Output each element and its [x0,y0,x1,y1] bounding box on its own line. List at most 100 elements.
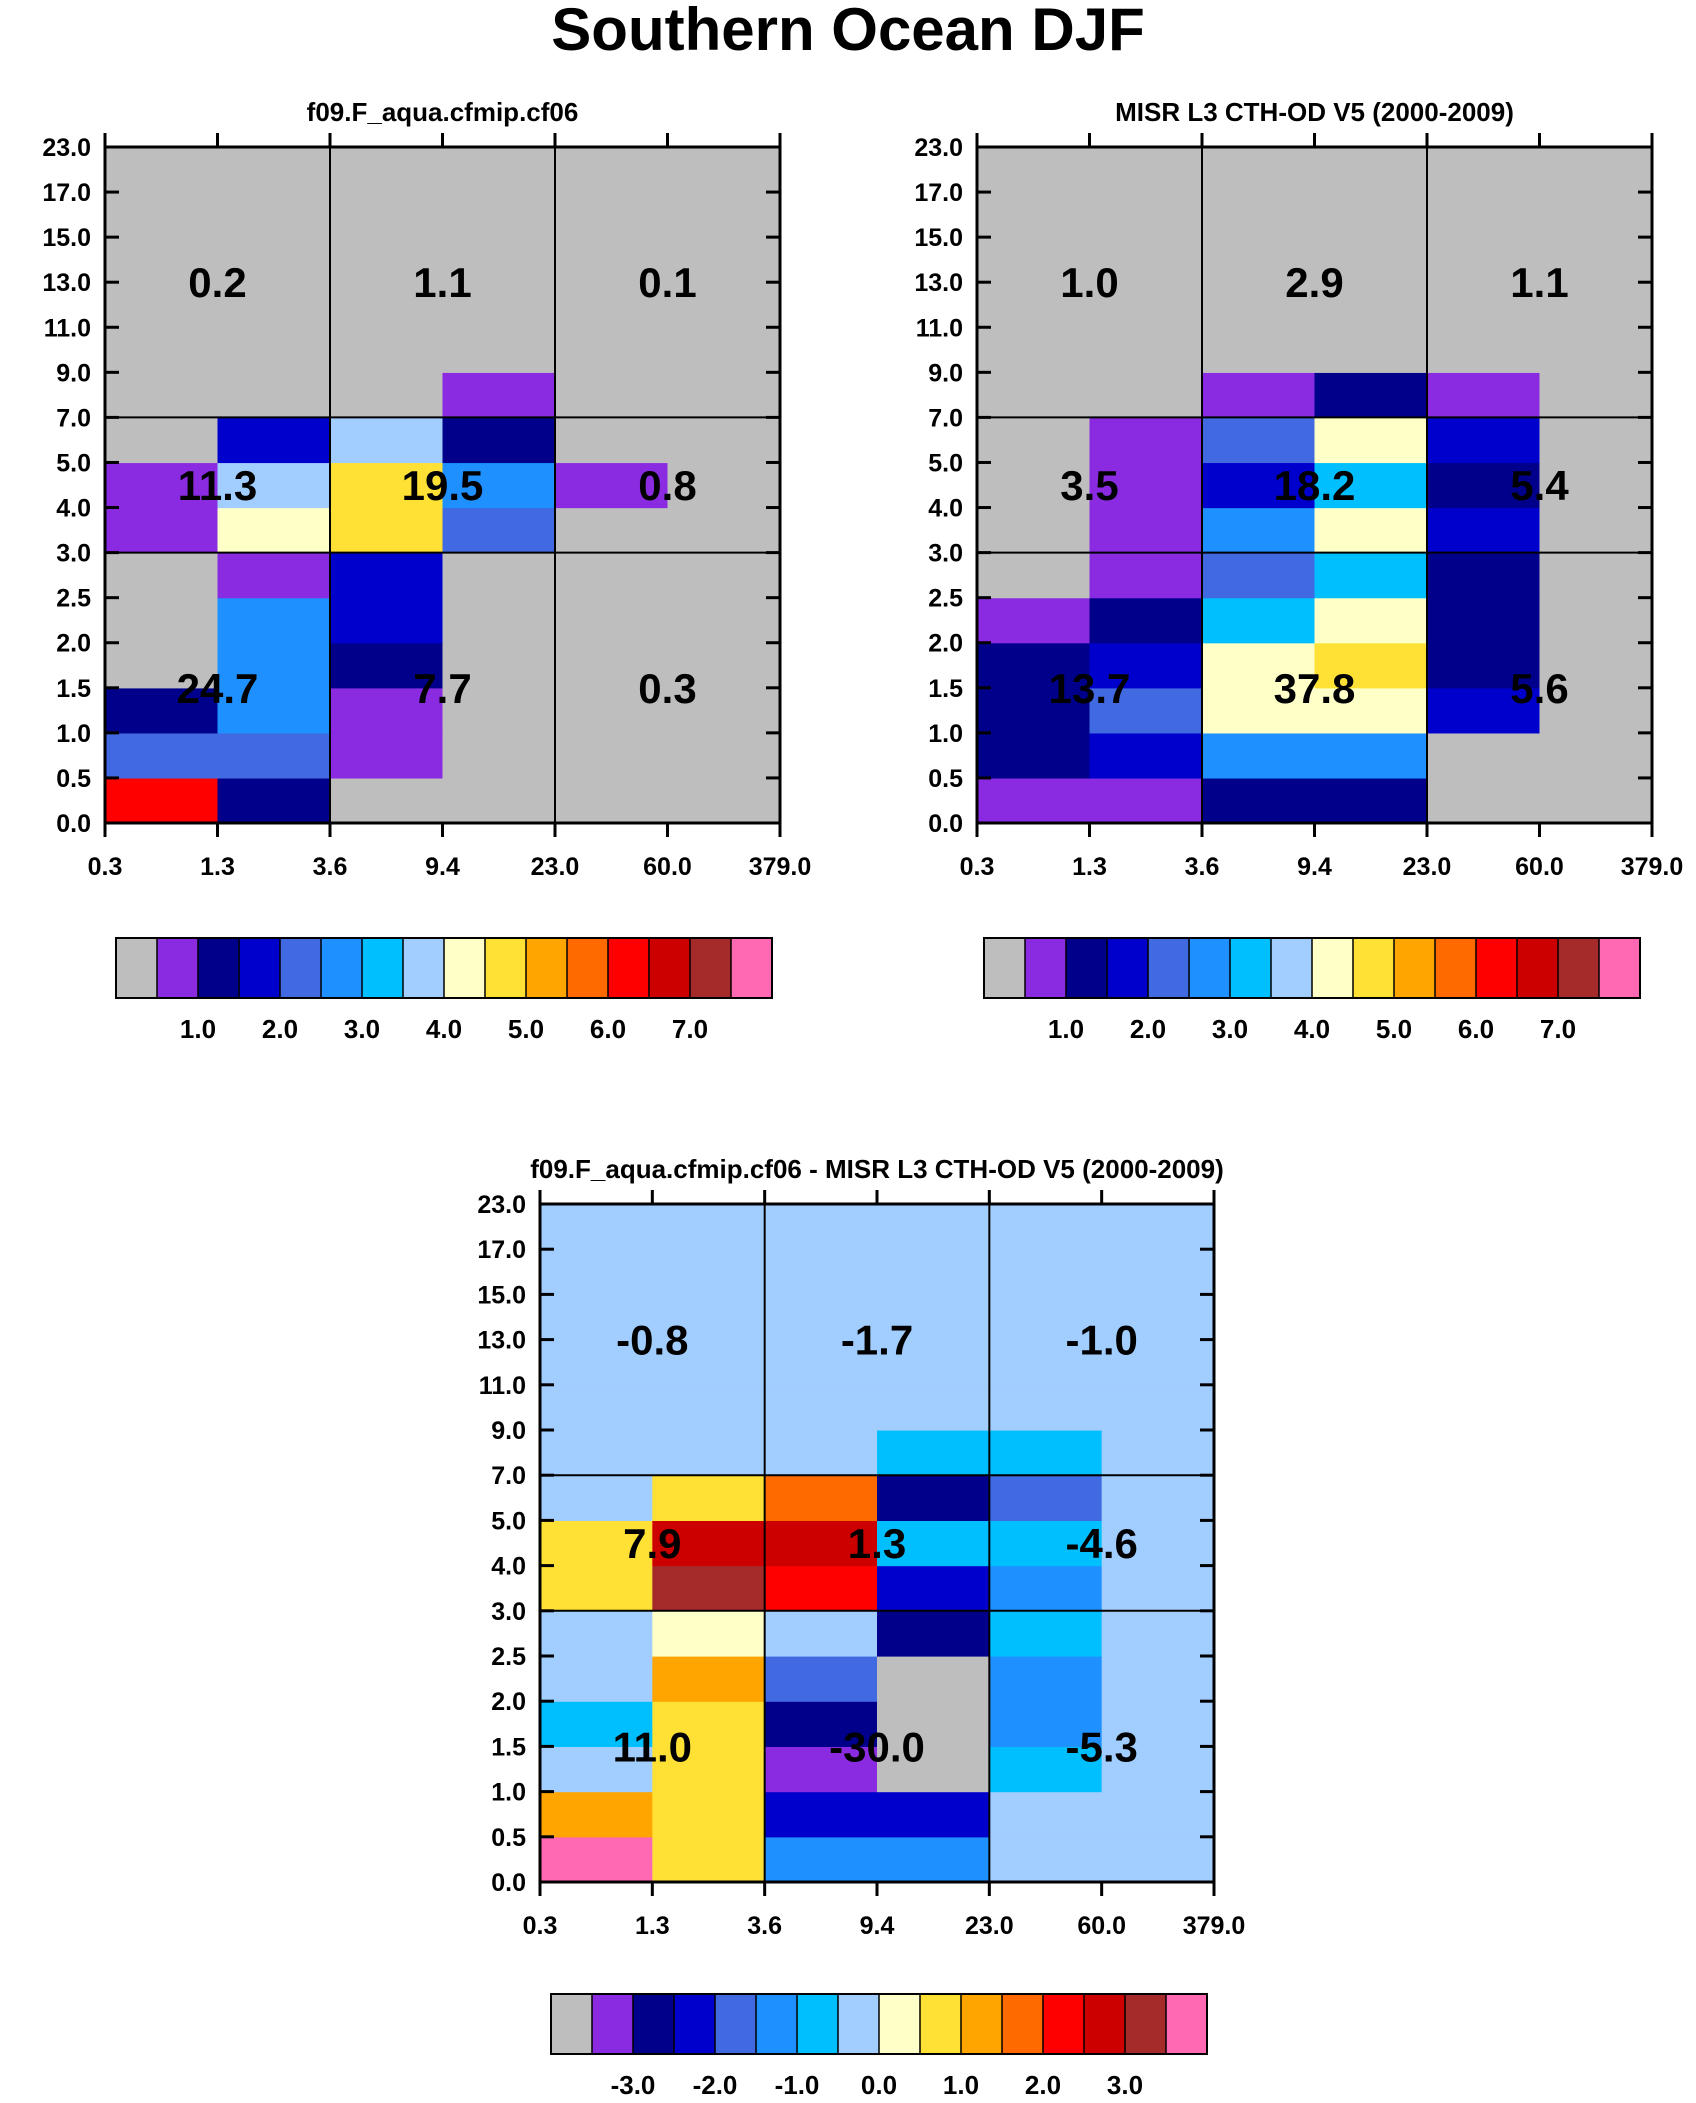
heatmap-cell [1314,507,1428,554]
colorbar-label: -3.0 [611,2070,656,2100]
heatmap-cell [977,597,1091,644]
heatmap-cell [105,237,219,283]
heatmap-cell [105,372,219,418]
heatmap-cell [1089,732,1203,779]
colorbar-swatch [1230,938,1272,998]
colorbar-swatch [444,938,486,998]
heatmap-cell [989,1475,1103,1521]
heatmap-cell [105,282,219,328]
heatmap-cell [764,1475,878,1521]
heatmap-cell [989,1204,1103,1250]
region-total-label: 0.2 [188,259,246,306]
heatmap-cell [667,507,781,554]
region-total-label: 1.1 [1510,259,1568,306]
heatmap-cell [764,1746,878,1793]
heatmap-cell [764,1339,878,1386]
heatmap-cell [1202,327,1316,373]
heatmap-cell [1101,1746,1215,1793]
region-total-label: 0.1 [638,259,696,306]
heatmap-cell [555,192,669,238]
heatmap-cell [555,327,669,373]
heatmap-cell [1202,237,1316,283]
heatmap-cell [442,687,556,734]
heatmap-cell [1427,642,1541,689]
panel-1: f09.F_aqua.cfmip.cf06 0.0 0.5 1.0 1.5 2.0 2.5 3… [42,97,811,1044]
colorbar-swatch [116,938,158,998]
colorbar-label: 4.0 [1294,1014,1330,1044]
x-tick-label: 3.6 [747,1912,782,1940]
heatmap-cell [877,1430,990,1476]
heatmap-cell [330,327,444,373]
heatmap-cell [1089,552,1203,599]
colorbar-label: 0.0 [861,2070,897,2100]
y-tick-label: 2.0 [56,630,91,658]
heatmap-cell [330,462,444,509]
heatmap-cell [540,1565,653,1612]
heatmap-cell [1089,507,1203,554]
colorbar-label: 2.0 [262,1014,298,1044]
heatmap-cell [1314,462,1428,509]
heatmap-cell [1101,1249,1215,1295]
heatmap-cell [1314,417,1428,464]
y-tick-label: 13.0 [914,269,963,297]
heatmap-cell [1314,372,1428,418]
heatmap-cell [330,282,444,328]
heatmap-cell [1539,417,1653,464]
heatmap-cell [667,237,781,283]
y-tick-label: 17.0 [477,1236,526,1264]
heatmap-cell [1539,147,1653,193]
heatmap-cell [442,327,556,373]
heatmap-cell [330,507,444,554]
heatmap-cell [330,372,444,418]
heatmap-cell [667,687,781,734]
x-tick-label: 0.3 [88,853,123,881]
x-tick-label: 9.4 [425,853,460,881]
heatmap-cell [555,507,669,554]
colorbar-label: 2.0 [1025,2070,1061,2100]
y-tick-label: 15.0 [914,224,963,252]
heatmap-cell [1539,372,1653,418]
colorbar-swatch [715,1994,757,2054]
region-total-label: -1.0 [1065,1317,1137,1364]
heatmap-cell [1427,192,1541,238]
region-total-label: 0.3 [638,665,696,712]
colorbar-swatch [797,1994,839,2054]
heatmap-cell [555,552,669,599]
y-tick-label: 1.0 [56,720,91,748]
panel-title: MISR L3 CTH-OD V5 (2000-2009) [1115,97,1514,127]
y-tick-label: 2.5 [56,585,91,613]
colorbar-swatch [690,938,732,998]
colorbar-label: 2.0 [1130,1014,1166,1044]
heatmap-cell [540,1746,653,1793]
heatmap-cell [1314,327,1428,373]
heatmap-cell [1202,642,1316,689]
heatmap-cell [1202,417,1316,464]
y-tick-label: 11.0 [916,314,963,342]
heatmap-cell [652,1249,766,1295]
heatmap-cell [652,1610,766,1657]
heatmap-cell [105,552,219,599]
y-tick-label: 2.5 [928,585,963,613]
colorbar-swatch [1066,938,1108,998]
heatmap-cell [1427,507,1541,554]
heatmap-cell [1089,642,1203,689]
heatmap-cell [1314,282,1428,328]
colorbar-label: 1.0 [180,1014,216,1044]
y-tick-label: 9.0 [928,359,963,387]
heatmap-cell [442,462,556,509]
colorbar-swatch [961,1994,1003,2054]
region-total-label: 37.8 [1274,665,1356,712]
colorbar-swatch [198,938,240,998]
colorbar-swatch [1025,938,1067,998]
heatmap-cell [105,732,219,779]
x-tick-label: 1.3 [200,853,235,881]
heatmap-cell [877,1836,990,1883]
heatmap-cell [764,1249,878,1295]
colorbar-swatch [838,1994,880,2054]
x-tick-label: 23.0 [531,853,580,881]
heatmap-cell [1539,777,1653,824]
colorbar-swatch [362,938,404,998]
heatmap-cell [1539,282,1653,328]
heatmap-cell [540,1249,653,1295]
heatmap-cell [1539,552,1653,599]
